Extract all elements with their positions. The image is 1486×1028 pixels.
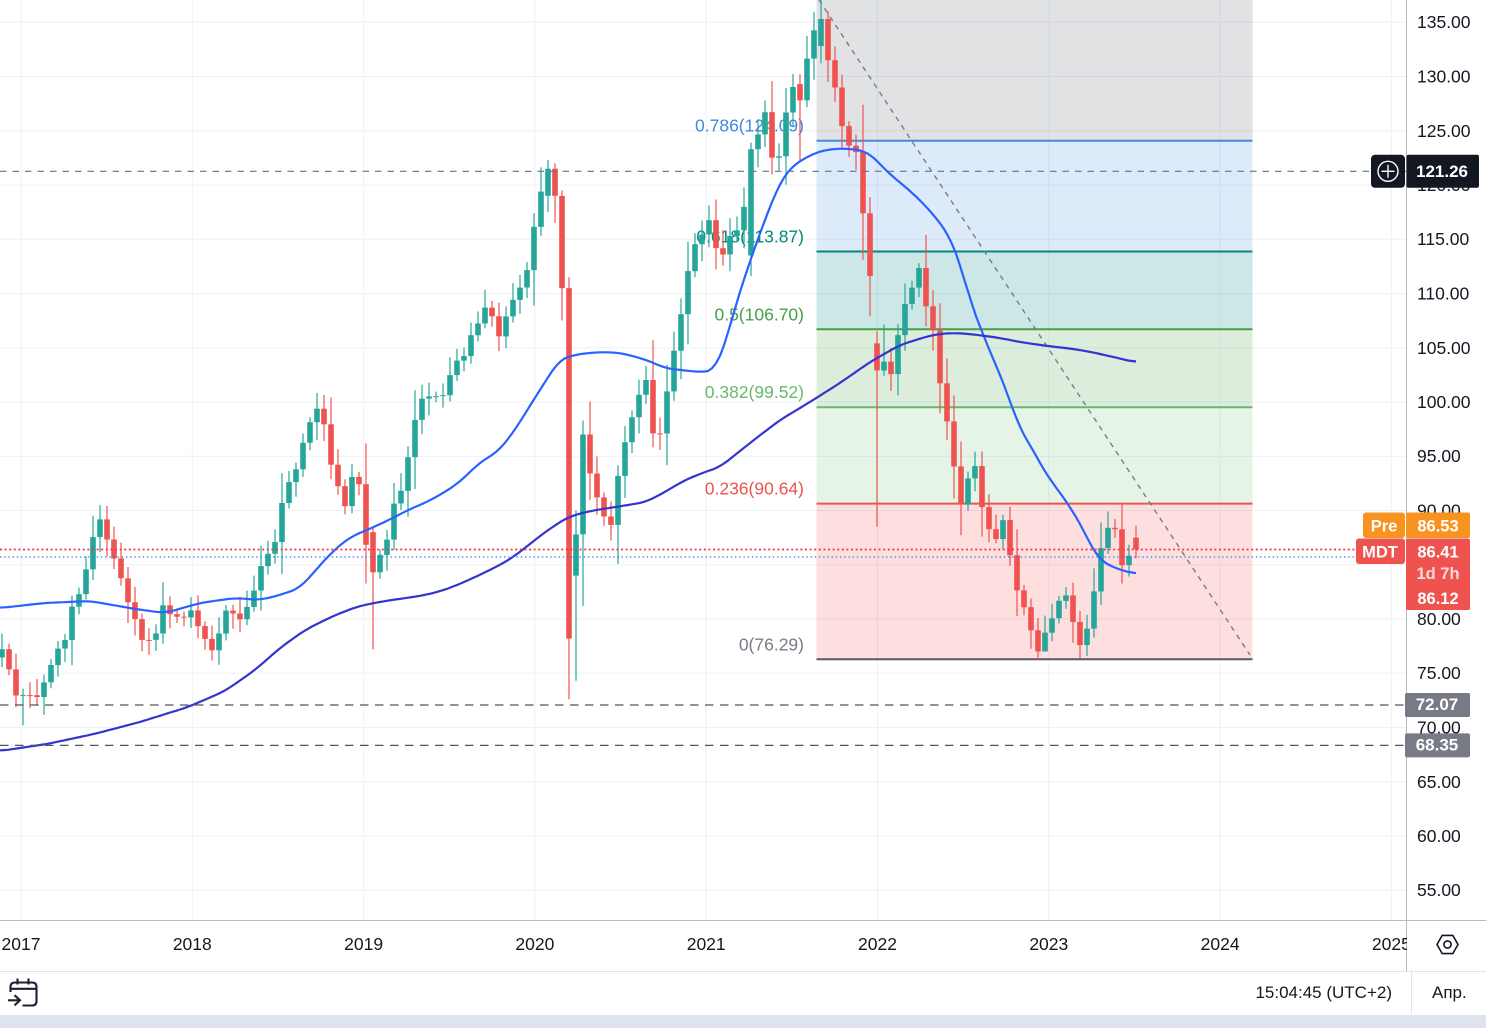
svg-text:2019: 2019 bbox=[344, 934, 383, 954]
svg-text:Pre: Pre bbox=[1371, 518, 1398, 536]
svg-text:2022: 2022 bbox=[858, 934, 897, 954]
svg-text:2024: 2024 bbox=[1201, 934, 1240, 954]
svg-text:0.786(124.09): 0.786(124.09) bbox=[695, 116, 804, 136]
svg-text:72.07: 72.07 bbox=[1416, 695, 1459, 714]
svg-text:70.00: 70.00 bbox=[1417, 718, 1461, 738]
svg-text:2017: 2017 bbox=[2, 934, 41, 954]
svg-text:100.00: 100.00 bbox=[1417, 392, 1471, 412]
svg-text:Апр.: Апр. bbox=[1432, 983, 1467, 1002]
svg-text:68.35: 68.35 bbox=[1416, 735, 1459, 754]
svg-text:80.00: 80.00 bbox=[1417, 609, 1461, 629]
svg-text:86.53: 86.53 bbox=[1417, 518, 1458, 536]
svg-text:115.00: 115.00 bbox=[1417, 229, 1469, 249]
svg-text:2018: 2018 bbox=[173, 934, 212, 954]
svg-text:0.236(90.64): 0.236(90.64) bbox=[705, 479, 804, 499]
svg-text:0.382(99.52): 0.382(99.52) bbox=[705, 382, 804, 402]
svg-text:121.26: 121.26 bbox=[1416, 162, 1468, 181]
svg-text:135.00: 135.00 bbox=[1417, 12, 1471, 32]
svg-text:2025: 2025 bbox=[1372, 934, 1411, 954]
svg-text:125.00: 125.00 bbox=[1417, 121, 1471, 141]
svg-text:86.12: 86.12 bbox=[1417, 590, 1458, 608]
svg-text:1d 7h: 1d 7h bbox=[1416, 565, 1459, 583]
svg-text:15:04:45 (UTC+2): 15:04:45 (UTC+2) bbox=[1255, 983, 1392, 1002]
svg-text:95.00: 95.00 bbox=[1417, 446, 1461, 466]
svg-text:2020: 2020 bbox=[515, 934, 554, 954]
svg-text:MDT: MDT bbox=[1362, 544, 1398, 562]
svg-text:130.00: 130.00 bbox=[1417, 67, 1471, 87]
svg-text:110.00: 110.00 bbox=[1417, 284, 1469, 304]
svg-text:2021: 2021 bbox=[687, 934, 726, 954]
svg-text:0.5(106.70): 0.5(106.70) bbox=[714, 304, 804, 324]
svg-text:65.00: 65.00 bbox=[1417, 772, 1461, 792]
svg-text:60.00: 60.00 bbox=[1417, 826, 1461, 846]
svg-text:0(76.29): 0(76.29) bbox=[739, 634, 804, 654]
svg-text:75.00: 75.00 bbox=[1417, 663, 1461, 683]
svg-text:55.00: 55.00 bbox=[1417, 880, 1461, 900]
svg-text:86.41: 86.41 bbox=[1417, 544, 1458, 562]
svg-text:105.00: 105.00 bbox=[1417, 338, 1471, 358]
svg-text:2023: 2023 bbox=[1029, 934, 1068, 954]
